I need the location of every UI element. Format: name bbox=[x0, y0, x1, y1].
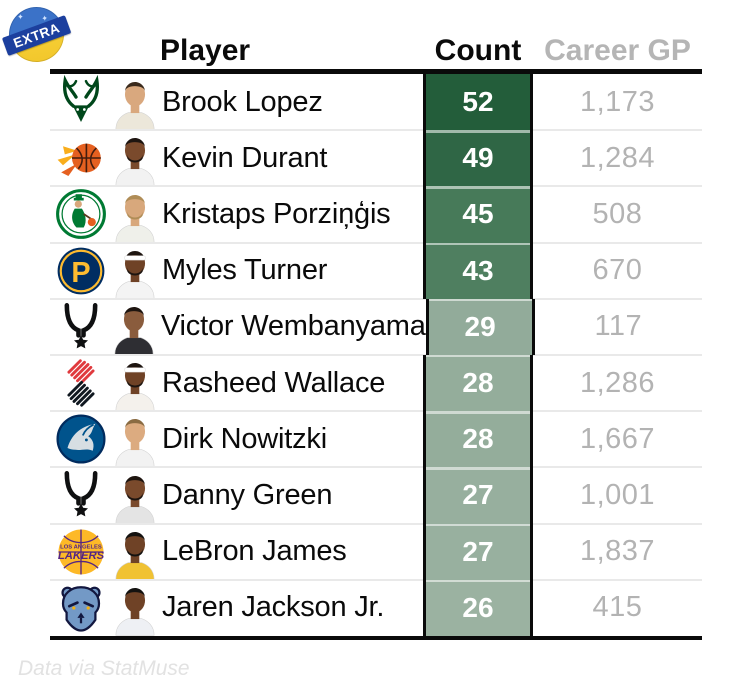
svg-text:LAKERS: LAKERS bbox=[58, 550, 105, 562]
suns-logo bbox=[50, 131, 112, 185]
header-career-gp: Career GP bbox=[544, 34, 691, 67]
spurs-logo bbox=[50, 300, 111, 354]
player-headshot bbox=[112, 355, 158, 411]
grizzlies-logo bbox=[50, 581, 112, 635]
table-row: P Myles Turner 43 670 bbox=[50, 241, 702, 299]
table-header-row: Player Count Career GP bbox=[50, 0, 702, 74]
count-cell: 43 bbox=[423, 242, 533, 299]
career-gp-cell: 1,173 bbox=[579, 85, 656, 118]
player-name: Kristaps Porziņģis bbox=[162, 197, 391, 230]
table-row: LOS ANGELES LAKERS LeBron James 27 1,837 bbox=[50, 522, 702, 580]
table-row: Rasheed Wallace 28 1,286 bbox=[50, 353, 702, 412]
header-player: Player bbox=[160, 34, 251, 67]
count-cell: 28 bbox=[423, 354, 533, 412]
career-gp-cell: 117 bbox=[594, 310, 643, 343]
player-name: Jaren Jackson Jr. bbox=[162, 591, 385, 624]
count-cell: 45 bbox=[423, 186, 533, 243]
celtics-logo bbox=[50, 187, 112, 241]
career-gp-cell: 1,286 bbox=[579, 366, 656, 399]
career-gp-cell: 1,667 bbox=[579, 422, 656, 455]
table-row: Jaren Jackson Jr. 26 415 bbox=[50, 578, 702, 636]
career-gp-cell: 508 bbox=[592, 197, 643, 230]
player-headshot bbox=[112, 580, 158, 636]
player-name: Victor Wembanyama bbox=[160, 310, 426, 343]
count-cell: 26 bbox=[423, 579, 533, 636]
count-cell: 49 bbox=[423, 130, 533, 187]
player-name: Danny Green bbox=[162, 478, 333, 511]
player-name: Brook Lopez bbox=[162, 85, 323, 118]
table-row: Danny Green 27 1,001 bbox=[50, 466, 702, 524]
player-name: Kevin Durant bbox=[162, 141, 328, 174]
svg-text:P: P bbox=[71, 256, 90, 288]
player-name: LeBron James bbox=[162, 535, 347, 568]
career-gp-cell: 1,837 bbox=[579, 535, 656, 568]
table-body: Brook Lopez 52 1,173 Kevin Durant 49 1,2… bbox=[50, 74, 702, 640]
player-headshot bbox=[112, 524, 158, 580]
spurs-logo bbox=[50, 468, 112, 522]
career-gp-cell: 415 bbox=[592, 591, 643, 624]
player-headshot bbox=[112, 411, 158, 467]
table-row: Dirk Nowitzki 28 1,667 bbox=[50, 410, 702, 468]
count-cell: 52 bbox=[423, 74, 533, 131]
bucks-logo bbox=[50, 75, 112, 129]
table-row: Kristaps Porziņģis 45 508 bbox=[50, 185, 702, 243]
table-row: Victor Wembanyama 29 117 bbox=[50, 297, 702, 355]
player-name: Dirk Nowitzki bbox=[162, 422, 327, 455]
player-headshot bbox=[112, 467, 158, 524]
count-cell: 29 bbox=[425, 298, 535, 355]
table-row: Kevin Durant 49 1,284 bbox=[50, 129, 702, 187]
player-name: Myles Turner bbox=[162, 254, 328, 287]
count-cell: 28 bbox=[423, 411, 533, 468]
player-headshot bbox=[112, 243, 158, 299]
star-icon: ✦ bbox=[16, 12, 25, 22]
career-gp-cell: 670 bbox=[592, 254, 643, 287]
career-gp-cell: 1,284 bbox=[579, 141, 656, 174]
career-gp-cell: 1,001 bbox=[579, 478, 656, 511]
player-name: Rasheed Wallace bbox=[162, 366, 386, 399]
count-cell: 27 bbox=[423, 467, 533, 524]
blazers-logo bbox=[50, 356, 112, 410]
player-headshot bbox=[112, 186, 158, 243]
player-headshot bbox=[111, 299, 157, 355]
data-source-credit: Data via StatMuse bbox=[18, 657, 190, 680]
header-count: Count bbox=[434, 34, 522, 67]
lakers-logo: LOS ANGELES LAKERS bbox=[50, 525, 112, 579]
count-cell: 27 bbox=[423, 523, 533, 580]
player-headshot bbox=[112, 130, 158, 186]
stats-table: Player Count Career GP Brook Lopez 52 1,… bbox=[50, 0, 702, 640]
table-row: Brook Lopez 52 1,173 bbox=[50, 74, 702, 131]
svg-text:LOS ANGELES: LOS ANGELES bbox=[60, 544, 102, 550]
player-headshot bbox=[112, 74, 158, 130]
mavericks-logo bbox=[50, 412, 112, 466]
pacers-logo: P bbox=[50, 244, 112, 298]
